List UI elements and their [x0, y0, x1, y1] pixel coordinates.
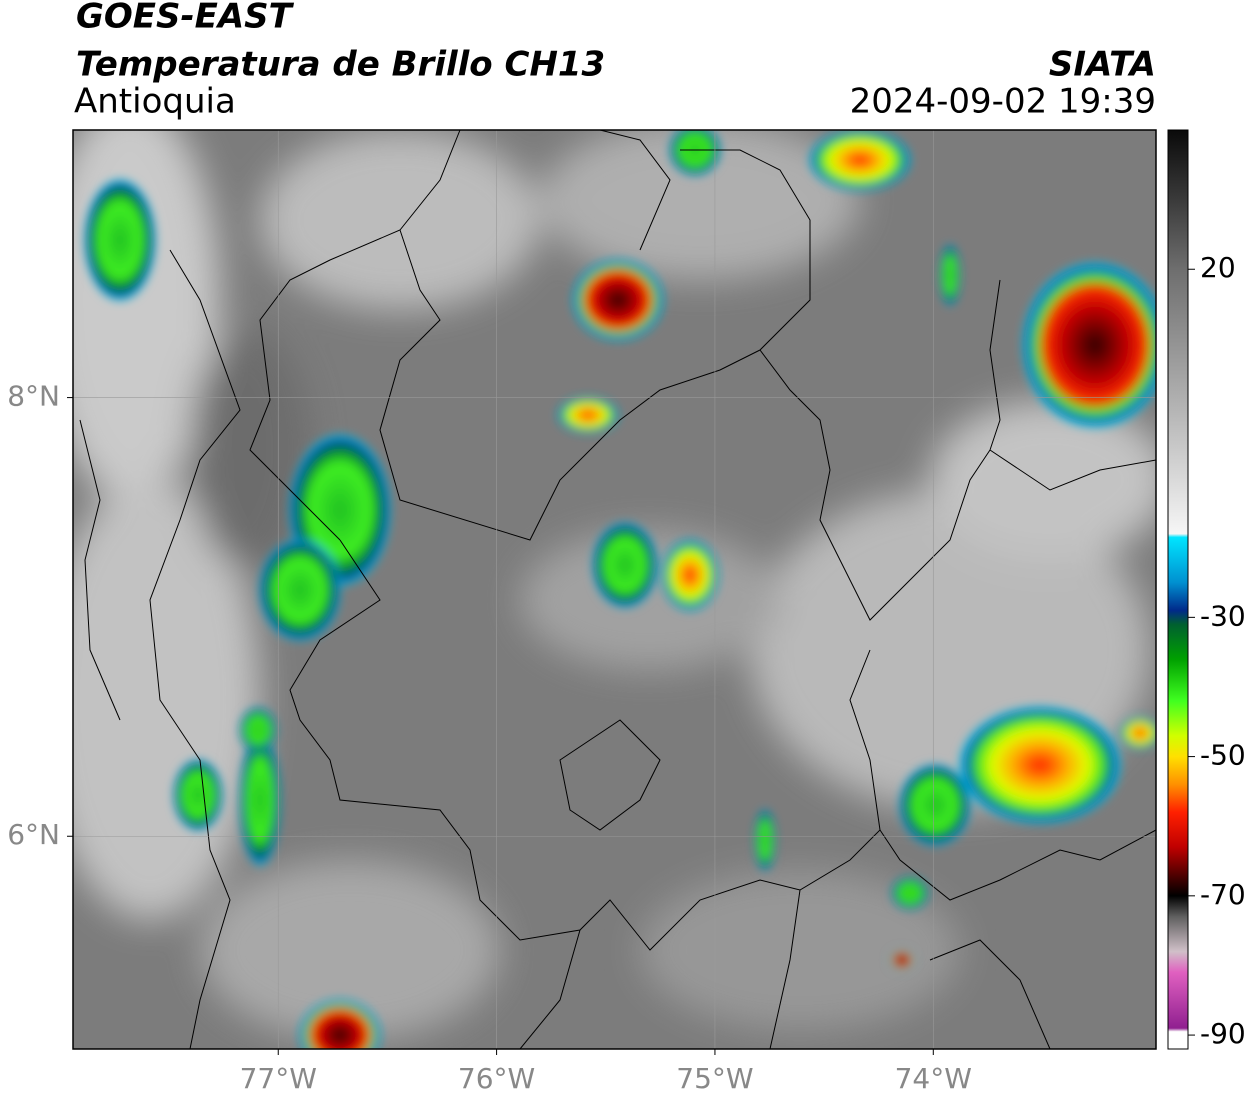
colorbar: 20 -30 -50 -70 -90 — [1167, 129, 1246, 1050]
x-tick-label: 77°W — [240, 1062, 317, 1095]
y-tick-label: 8°N — [7, 380, 60, 413]
borders — [79, 130, 1156, 1049]
colorbar-ramp — [1167, 129, 1189, 1050]
colorbar-tick-label: -50 — [1200, 739, 1246, 772]
x-tick-label: 74°W — [895, 1062, 972, 1095]
map-frame — [72, 129, 1157, 1050]
timestamp: 2024-09-02 19:39 — [850, 82, 1156, 122]
colorbar-tick-label: -90 — [1200, 1017, 1246, 1050]
subtitle: Temperatura de Brillo CH13 — [76, 45, 605, 85]
colorbar-tick-label: -70 — [1200, 878, 1246, 911]
source: SIATA — [1049, 45, 1156, 85]
colorbar-tick-label: 20 — [1200, 251, 1236, 284]
satellite-image — [73, 130, 1156, 1049]
y-tick-label: 6°N — [7, 818, 60, 851]
region: Antioquia — [74, 82, 236, 122]
colorbar-tick-label: -30 — [1200, 599, 1246, 632]
x-tick-label: 76°W — [458, 1062, 535, 1095]
title: GOES-EAST — [76, 0, 295, 37]
x-tick-label: 75°W — [676, 1062, 753, 1095]
